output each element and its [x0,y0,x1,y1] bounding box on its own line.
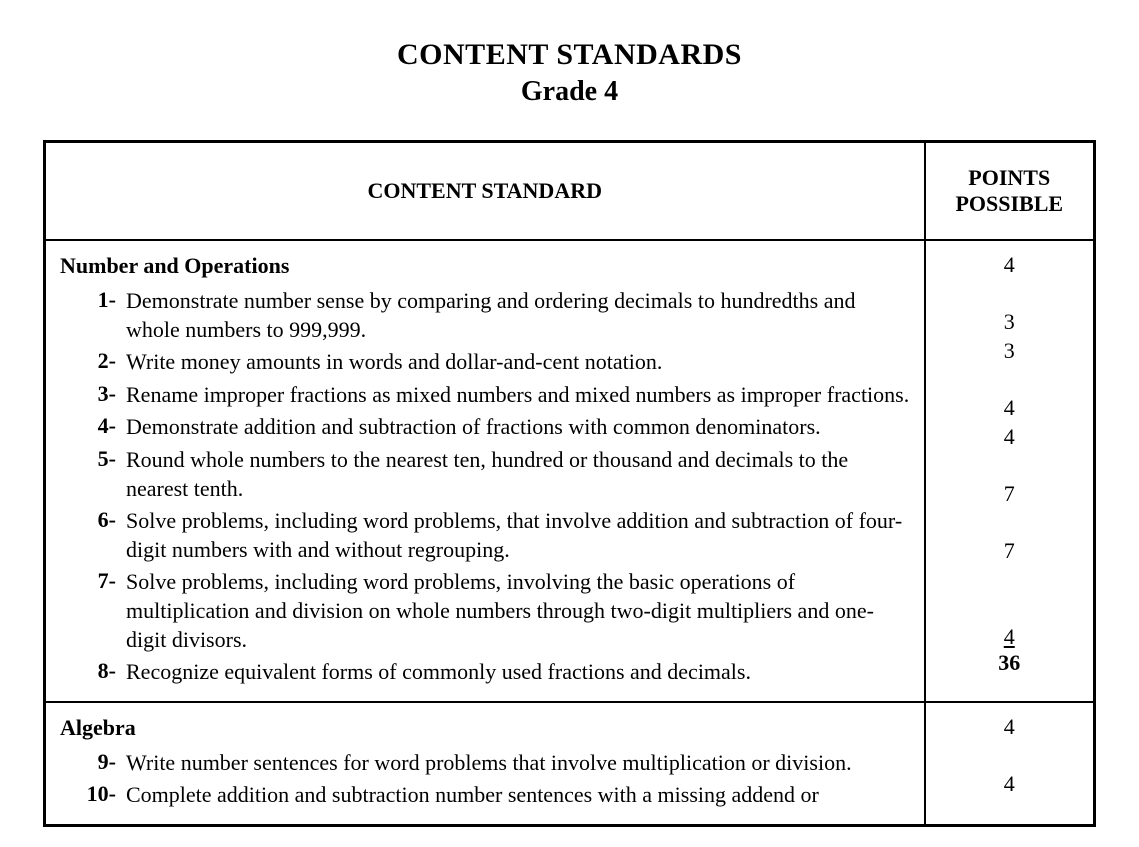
item-text: Rename improper fractions as mixed numbe… [126,381,910,410]
item-number: 1- [78,287,122,344]
item-number: 8- [78,658,122,687]
header-points-possible: POINTS POSSIBLE [925,142,1095,241]
item-text: Complete addition and subtraction number… [126,781,910,810]
item-text: Write number sentences for word problems… [126,749,910,778]
points-stack: 4334477436 [940,251,1080,675]
points-total: 36 [998,651,1020,675]
page-title: CONTENT STANDARDS [0,38,1139,72]
item-text: Round whole numbers to the nearest ten, … [126,446,910,503]
item-text: Demonstrate addition and subtraction of … [126,413,910,442]
items-list: 1-Demonstrate number sense by comparing … [78,287,910,687]
points-stack: 44 [940,713,1080,799]
section-content-cell: Algebra 9-Write number sentences for word… [45,702,925,826]
points-value: 4 [1004,251,1015,280]
item-number: 4- [78,413,122,442]
item-text: Solve problems, including word problems,… [126,507,910,564]
points-value: 3 [1004,337,1015,366]
item-text: Solve problems, including word problems,… [126,568,910,654]
points-value: 4 [1004,770,1015,799]
points-value: 4 [1004,394,1015,423]
item-text: Write money amounts in words and dollar-… [126,348,910,377]
points-value: 3 [1004,308,1015,337]
page-subtitle: Grade 4 [0,76,1139,108]
item-number: 5- [78,446,122,503]
items-list: 9-Write number sentences for word proble… [78,749,910,810]
item-number: 3- [78,381,122,410]
section-content-cell: Number and Operations 1-Demonstrate numbe… [45,240,925,702]
item-number: 6- [78,507,122,564]
header-content-standard: CONTENT STANDARD [45,142,925,241]
item-text: Recognize equivalent forms of commonly u… [126,658,910,687]
section-heading: Number and Operations [60,253,910,279]
item-number: 9- [78,749,122,778]
section-heading: Algebra [60,715,910,741]
title-block: CONTENT STANDARDS Grade 4 [0,38,1139,108]
page: CONTENT STANDARDS Grade 4 CONTENT STANDA… [0,0,1139,847]
item-number: 10- [78,781,122,810]
standards-table: CONTENT STANDARD POINTS POSSIBLE Number … [43,140,1096,827]
points-value: 4 [1004,623,1015,652]
section-points-cell: 4334477436 [925,240,1095,702]
section-row: Algebra 9-Write number sentences for word… [45,702,1095,826]
section-row: Number and Operations 1-Demonstrate numbe… [45,240,1095,702]
item-number: 2- [78,348,122,377]
item-number: 7- [78,568,122,654]
points-value: 4 [1004,713,1015,742]
points-value: 7 [1004,480,1015,509]
points-value: 7 [1004,537,1015,566]
points-value: 4 [1004,423,1015,452]
section-points-cell: 44 [925,702,1095,826]
table-header-row: CONTENT STANDARD POINTS POSSIBLE [45,142,1095,241]
item-text: Demonstrate number sense by comparing an… [126,287,910,344]
